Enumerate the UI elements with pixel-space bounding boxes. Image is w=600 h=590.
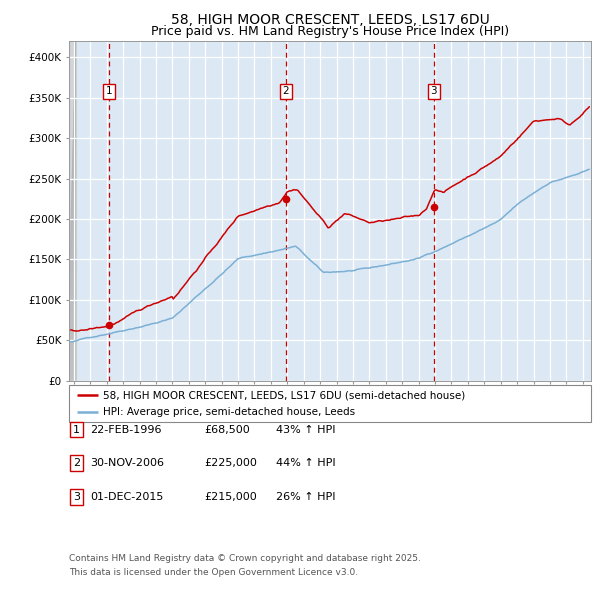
Text: 1: 1 (73, 425, 80, 434)
Text: 30-NOV-2006: 30-NOV-2006 (90, 458, 164, 468)
FancyBboxPatch shape (70, 489, 83, 504)
Text: 3: 3 (73, 492, 80, 502)
Text: 22-FEB-1996: 22-FEB-1996 (90, 425, 161, 434)
Text: Contains HM Land Registry data © Crown copyright and database right 2025.: Contains HM Land Registry data © Crown c… (69, 555, 421, 563)
Text: HPI: Average price, semi-detached house, Leeds: HPI: Average price, semi-detached house,… (103, 407, 355, 417)
Text: £68,500: £68,500 (204, 425, 250, 434)
Text: Price paid vs. HM Land Registry's House Price Index (HPI): Price paid vs. HM Land Registry's House … (151, 25, 509, 38)
Text: 2: 2 (73, 458, 80, 468)
Text: This data is licensed under the Open Government Licence v3.0.: This data is licensed under the Open Gov… (69, 568, 358, 577)
Text: 26% ↑ HPI: 26% ↑ HPI (276, 492, 335, 502)
Bar (69, 41, 76, 381)
Text: 58, HIGH MOOR CRESCENT, LEEDS, LS17 6DU (semi-detached house): 58, HIGH MOOR CRESCENT, LEEDS, LS17 6DU … (103, 390, 465, 400)
Text: 3: 3 (430, 86, 437, 96)
Text: 58, HIGH MOOR CRESCENT, LEEDS, LS17 6DU: 58, HIGH MOOR CRESCENT, LEEDS, LS17 6DU (170, 13, 490, 27)
Text: 01-DEC-2015: 01-DEC-2015 (90, 492, 163, 502)
Text: £225,000: £225,000 (204, 458, 257, 468)
FancyBboxPatch shape (69, 385, 591, 422)
FancyBboxPatch shape (70, 455, 83, 471)
Text: 44% ↑ HPI: 44% ↑ HPI (276, 458, 335, 468)
Text: 43% ↑ HPI: 43% ↑ HPI (276, 425, 335, 434)
Text: 2: 2 (283, 86, 289, 96)
FancyBboxPatch shape (70, 422, 83, 437)
Text: £215,000: £215,000 (204, 492, 257, 502)
Text: 1: 1 (106, 86, 112, 96)
